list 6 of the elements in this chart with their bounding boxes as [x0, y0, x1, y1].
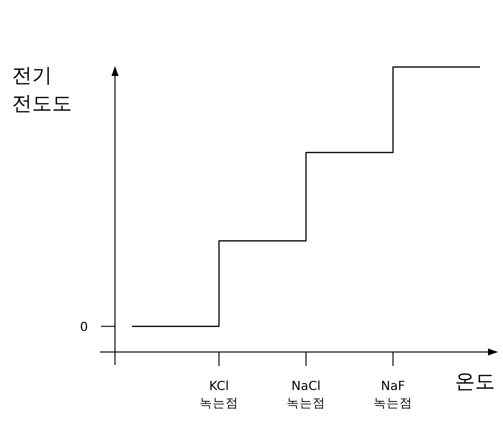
text: 0 [80, 318, 88, 334]
x-tick-label: NaF 녹는점 [374, 378, 412, 410]
x-tick-label: KCl 녹는점 [200, 378, 238, 410]
x-axis-title: 온도 [455, 369, 495, 393]
x-tick-label: NaCl 녹는점 [286, 378, 326, 410]
y-axis-title: 전기 전도도 [12, 63, 72, 115]
